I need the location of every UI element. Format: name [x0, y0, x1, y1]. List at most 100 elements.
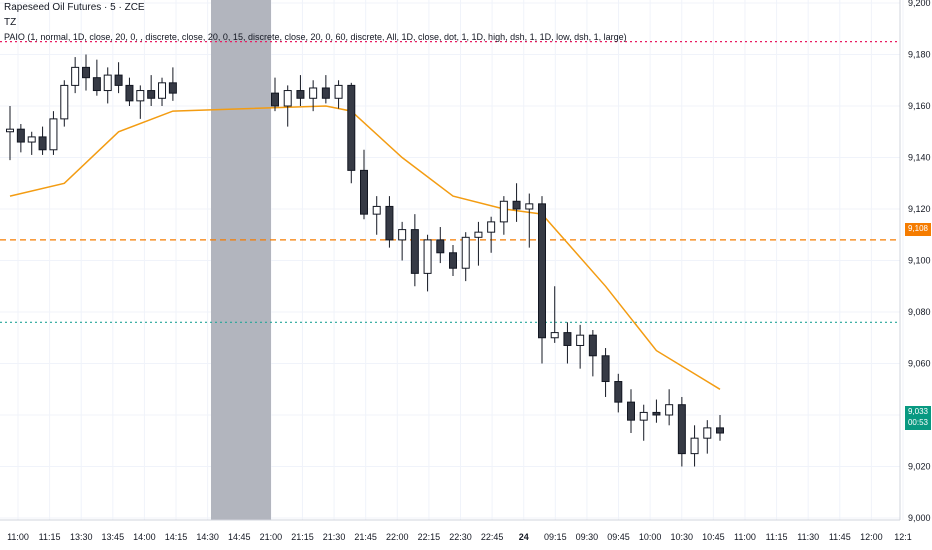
- x-tick-label: 11:15: [766, 532, 788, 542]
- candle-body: [49, 118, 58, 151]
- y-axis: 9,200 9,180 9,160 9,140 9,120 9,100 9,080 9,060…: [899, 0, 931, 523]
- candle-body: [690, 437, 699, 455]
- x-tick-label: 13:30: [70, 532, 93, 542]
- last-price-tag: 9,033 00:53: [905, 406, 931, 430]
- candle-body: [601, 355, 610, 383]
- last-price: 9,033: [907, 407, 929, 416]
- y-tick-label: 9,100: [908, 256, 931, 266]
- ema-line: [9, 105, 721, 390]
- y-tick-label: 9,140: [908, 153, 931, 163]
- y-tick-label: 9,160: [908, 101, 931, 111]
- candle-body: [92, 77, 101, 92]
- candle-body: [614, 381, 623, 403]
- candle-body: [296, 90, 305, 99]
- y-tick-label: 9,080: [908, 307, 931, 317]
- level-price-tag: 9,108: [905, 223, 931, 236]
- candle-body: [652, 411, 661, 416]
- candle-body: [449, 252, 457, 269]
- x-tick-label: 13:45: [102, 532, 125, 542]
- candle-body: [114, 74, 123, 86]
- candle-body: [103, 74, 112, 92]
- x-tick-label: 10:30: [670, 532, 693, 542]
- candle-body: [147, 90, 156, 99]
- candle-body: [71, 66, 80, 86]
- candle-body: [321, 87, 330, 99]
- x-tick-label: 14:45: [228, 532, 251, 542]
- x-tick-label: 11:45: [829, 532, 851, 542]
- candle-body: [334, 84, 343, 99]
- candle-body: [499, 200, 508, 223]
- candle-body: [550, 332, 559, 339]
- indicator-tz: TZ: [4, 17, 17, 28]
- candles: [6, 54, 724, 467]
- candle-body: [588, 334, 597, 357]
- candle-body: [639, 411, 648, 421]
- x-tick-label: 14:15: [165, 532, 188, 542]
- price-levels: [0, 41, 900, 323]
- x-tick-label: 10:45: [702, 532, 725, 542]
- candle-body: [385, 205, 394, 241]
- candle-body: [576, 334, 585, 346]
- x-tick-label: 21:15: [291, 532, 314, 542]
- x-tick-label: 09:45: [607, 532, 630, 542]
- x-tick-label: 21:30: [323, 532, 346, 542]
- x-tick-label: 11:15: [39, 532, 61, 542]
- candle-body: [665, 404, 674, 416]
- y-tick-label: 9,120: [908, 204, 931, 214]
- candle-body: [136, 90, 145, 102]
- candle-body: [461, 236, 470, 269]
- x-tick-label: 09:15: [544, 532, 567, 542]
- bar-countdown: 00:53: [907, 418, 929, 427]
- candle-body: [309, 87, 318, 99]
- y-tick-label: 9,060: [908, 359, 931, 369]
- ema20-line: [9, 105, 721, 390]
- candle-body: [347, 84, 356, 171]
- x-tick-label: 21:00: [260, 532, 283, 542]
- y-tick-label: 9,020: [908, 462, 931, 472]
- x-tick-label: 11:30: [797, 532, 819, 542]
- candle-body: [168, 82, 177, 94]
- x-axis: 11:00 11:15 13:30 13:45 14:00 14:15 14:30 14:45…: [0, 519, 912, 542]
- candle-body: [60, 84, 69, 120]
- candle-body: [6, 128, 14, 133]
- candle-body: [16, 128, 25, 143]
- x-tick-label: 24: [519, 532, 529, 542]
- candle-body: [512, 200, 521, 210]
- candle-body: [27, 136, 36, 143]
- x-tick-label: 09:30: [576, 532, 599, 542]
- candle-body: [158, 82, 167, 99]
- session-gap-shade: [211, 0, 271, 520]
- x-tick-label: 14:30: [196, 532, 219, 542]
- symbol-title: Rapeseed Oil Futures · 5 · ZCE: [4, 2, 145, 13]
- candle-body: [271, 92, 279, 107]
- candle-body: [283, 90, 292, 107]
- candle-body: [677, 404, 686, 455]
- x-tick-label: 22:45: [481, 532, 504, 542]
- candle-body: [410, 229, 419, 274]
- x-tick-label: 11:00: [7, 532, 29, 542]
- candle-body: [398, 229, 407, 241]
- indicator-paio: PAIO (1, normal, 1D, close, 20, 0, , dis…: [4, 32, 627, 42]
- candle-body: [538, 203, 546, 339]
- candle-body: [627, 401, 635, 421]
- candle-body: [423, 239, 432, 274]
- candle-body: [563, 332, 572, 346]
- x-tick-label: 11:00: [734, 532, 756, 542]
- candle-body: [703, 427, 712, 439]
- x-tick-label: 10:00: [639, 532, 662, 542]
- candle-body: [474, 231, 483, 238]
- x-tick-label: 22:30: [449, 532, 472, 542]
- candle-body: [716, 427, 724, 434]
- candle-body: [487, 221, 496, 233]
- y-tick-label: 9,180: [908, 50, 931, 60]
- candle-body: [82, 66, 91, 79]
- x-tick-label: 22:15: [418, 532, 441, 542]
- candle-body: [38, 136, 47, 151]
- x-tick-label: 12:00: [860, 532, 883, 542]
- y-tick-label: 9,200: [908, 0, 931, 8]
- y-tick-label: 9,000: [908, 513, 931, 523]
- candle-body: [372, 205, 381, 215]
- x-tick-label: 12:1: [894, 532, 912, 542]
- x-tick-label: 22:00: [386, 532, 409, 542]
